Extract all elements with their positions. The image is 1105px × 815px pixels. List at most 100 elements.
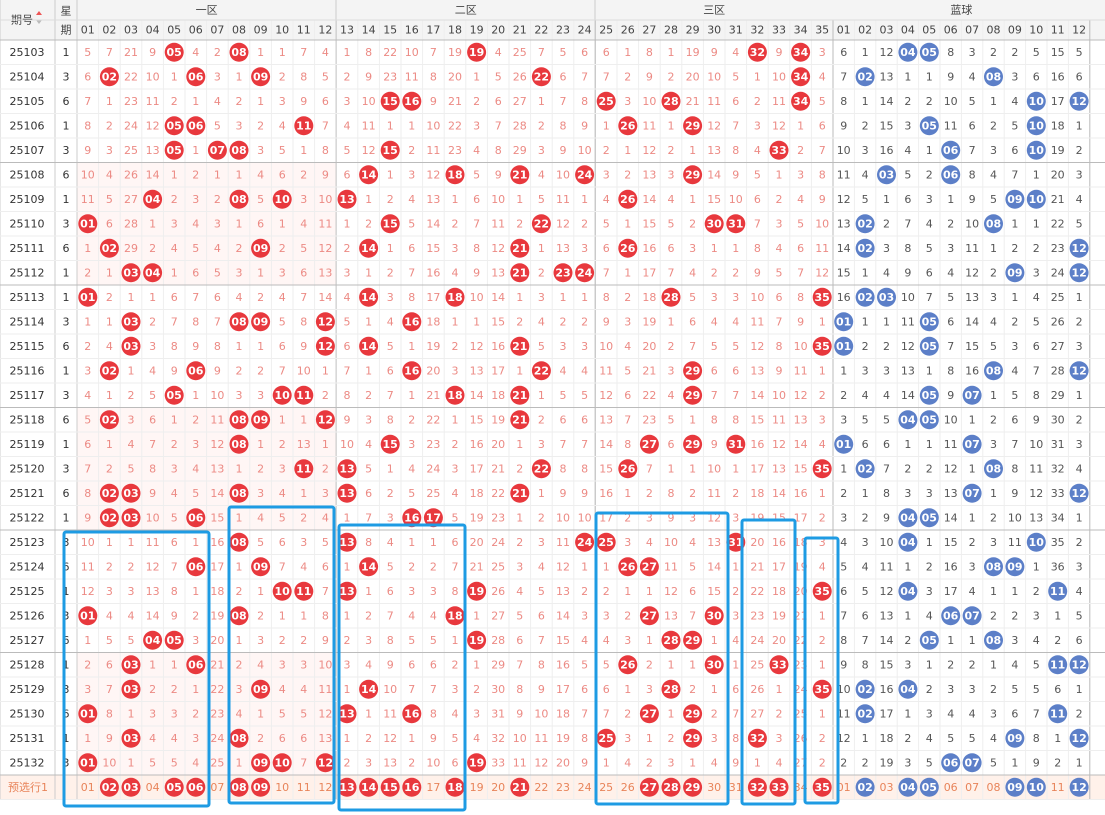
miss-count: 6 bbox=[862, 438, 869, 451]
ball bbox=[402, 91, 422, 111]
hit-number: 28 bbox=[663, 781, 678, 794]
miss-count: 7 bbox=[106, 683, 113, 696]
miss-count: 7 bbox=[84, 462, 91, 475]
hit-number: 11 bbox=[1050, 585, 1065, 598]
hit-number: 03 bbox=[123, 732, 138, 745]
hit-number: 12 bbox=[318, 315, 333, 328]
miss-count: 4 bbox=[668, 389, 675, 402]
hit-number: 07 bbox=[964, 389, 979, 402]
hit-number: 16 bbox=[404, 364, 420, 377]
miss-count: 1 bbox=[84, 242, 91, 255]
miss-count: 29 bbox=[1051, 389, 1065, 402]
miss-count: 10 bbox=[965, 217, 979, 230]
miss-count: 4 bbox=[387, 536, 394, 549]
ball bbox=[251, 312, 271, 332]
miss-count: 9 bbox=[797, 315, 804, 328]
miss-count: 2 bbox=[344, 242, 351, 255]
miss-count: 7 bbox=[84, 95, 91, 108]
miss-count: 15 bbox=[707, 585, 721, 598]
hit-number: 06 bbox=[188, 119, 204, 132]
miss-count: 25 bbox=[426, 487, 440, 500]
miss-count: 6 bbox=[106, 658, 113, 671]
ball bbox=[962, 434, 982, 454]
ball bbox=[898, 410, 918, 430]
miss-count: 4 bbox=[257, 511, 264, 524]
miss-count: 3 bbox=[969, 683, 976, 696]
miss-count: 2 bbox=[711, 266, 718, 279]
miss-count: 6 bbox=[560, 413, 567, 426]
hit-number: 09 bbox=[253, 683, 268, 696]
miss-count: 5 bbox=[84, 413, 91, 426]
miss-count: 2 bbox=[624, 70, 631, 83]
miss-count: 9 bbox=[969, 193, 976, 206]
hit-number: 02 bbox=[857, 242, 872, 255]
weekday: 3 bbox=[63, 144, 70, 157]
miss-count: 11 bbox=[707, 487, 721, 500]
ball bbox=[402, 361, 422, 381]
miss-count: 5 bbox=[387, 560, 394, 573]
miss-count: 23 bbox=[642, 413, 656, 426]
hit-number: 04 bbox=[900, 683, 916, 696]
hit-number: 06 bbox=[188, 658, 204, 671]
hit-number: 12 bbox=[1071, 732, 1086, 745]
miss-count: 6 bbox=[732, 364, 739, 377]
ball bbox=[984, 557, 1003, 577]
number-header: 26 bbox=[621, 24, 635, 37]
miss-count: 4 bbox=[990, 168, 997, 181]
miss-count: 1 bbox=[128, 707, 135, 720]
issue: 25131 bbox=[10, 732, 45, 745]
number-header: 33 bbox=[772, 24, 786, 37]
issue: 25106 bbox=[10, 119, 45, 132]
miss-count: 7 bbox=[862, 634, 869, 647]
miss-count: 8 bbox=[776, 340, 783, 353]
miss-count: 6 bbox=[452, 756, 459, 769]
miss-count: 6 bbox=[797, 242, 804, 255]
ball bbox=[683, 728, 703, 748]
hit-number: 35 bbox=[815, 683, 830, 696]
hit-number: 08 bbox=[231, 315, 246, 328]
hit-number: 14 bbox=[361, 560, 377, 573]
miss-count: 2 bbox=[732, 487, 739, 500]
miss-count: 8 bbox=[624, 438, 631, 451]
hit-number: 09 bbox=[1007, 560, 1022, 573]
miss-count: 5 bbox=[344, 315, 351, 328]
hit-number: 02 bbox=[102, 781, 117, 794]
miss-count: 8 bbox=[365, 536, 372, 549]
miss-count: 7 bbox=[495, 119, 502, 132]
miss-count: 10 bbox=[901, 291, 915, 304]
miss-count: 4 bbox=[279, 487, 286, 500]
hit-number: 34 bbox=[793, 46, 809, 59]
ball bbox=[99, 508, 119, 528]
miss-count: 13 bbox=[1029, 511, 1043, 524]
miss-count: 1 bbox=[1076, 389, 1083, 402]
miss-count: 12 bbox=[750, 340, 764, 353]
hit-number: 19 bbox=[469, 46, 484, 59]
miss-count: 7 bbox=[322, 119, 329, 132]
miss-count: 8 bbox=[840, 634, 847, 647]
miss-count: 2 bbox=[581, 585, 588, 598]
ball bbox=[855, 459, 875, 479]
miss-count: 1 bbox=[149, 217, 156, 230]
miss-count: 6 bbox=[883, 438, 890, 451]
ball bbox=[683, 704, 703, 724]
miss-count: 1 bbox=[236, 462, 243, 475]
hit-number: 02 bbox=[857, 70, 872, 83]
miss-count: 2 bbox=[732, 266, 739, 279]
miss-count: 04 bbox=[146, 781, 160, 794]
ball bbox=[812, 581, 832, 601]
miss-count: 2 bbox=[344, 70, 351, 83]
miss-count: 2 bbox=[430, 560, 437, 573]
miss-count: 1 bbox=[904, 609, 911, 622]
miss-count: 1 bbox=[192, 95, 199, 108]
hit-number: 29 bbox=[685, 438, 700, 451]
ball bbox=[855, 704, 875, 724]
number-header: 31 bbox=[729, 24, 743, 37]
hit-number: 11 bbox=[296, 585, 311, 598]
miss-count: 6 bbox=[171, 291, 178, 304]
miss-count: 27 bbox=[513, 95, 527, 108]
miss-count: 5 bbox=[149, 389, 156, 402]
miss-count: 1 bbox=[387, 242, 394, 255]
miss-count: 7 bbox=[646, 462, 653, 475]
miss-count: 3 bbox=[990, 536, 997, 549]
hit-number: 08 bbox=[231, 144, 246, 157]
